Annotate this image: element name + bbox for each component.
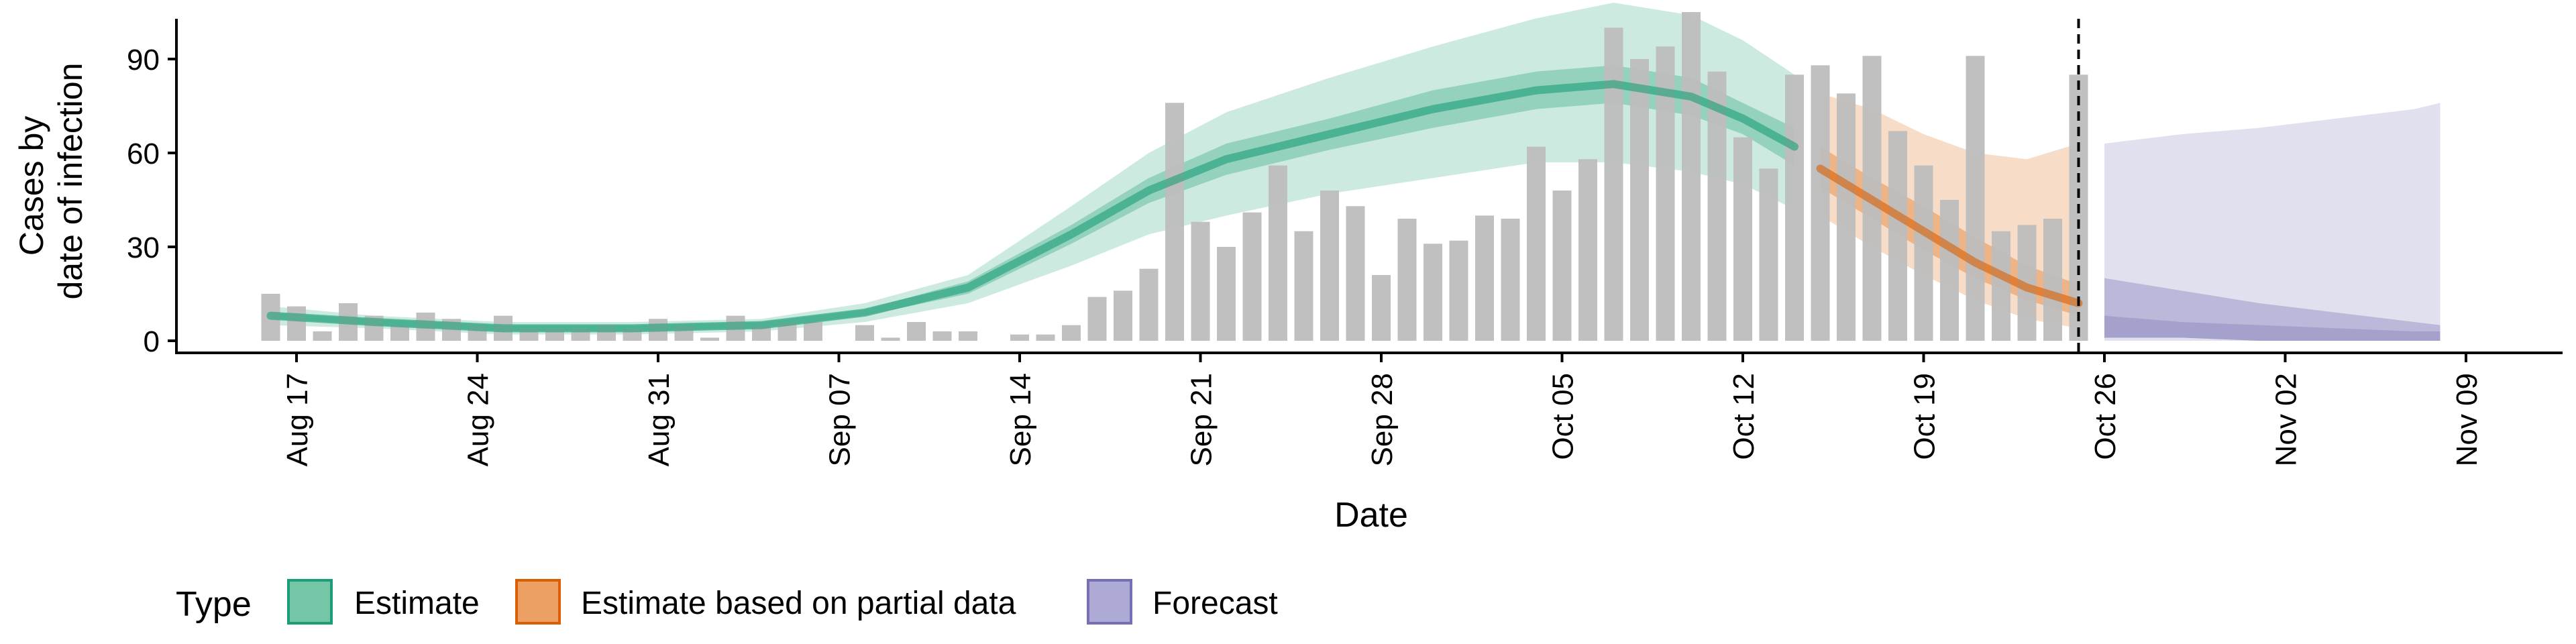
- bar-2020-10-07: [1604, 28, 1623, 341]
- y-tick-label-30: 30: [127, 231, 160, 264]
- bar-2020-10-15: [1811, 65, 1830, 341]
- legend-label-estimate: Estimate: [354, 586, 480, 621]
- x-axis-title: Date: [1334, 496, 1408, 535]
- median-lines: [266, 80, 2083, 333]
- y-axis-title-line-2: date of infection: [52, 62, 89, 299]
- bar-2020-09-11: [932, 331, 952, 341]
- bar-2020-10-04: [1527, 146, 1546, 341]
- bar-2020-09-23: [1242, 212, 1262, 341]
- x-tick-label-aug-31: Aug 31: [643, 373, 676, 466]
- legend-swatch-estimate: [287, 579, 333, 625]
- bar-2020-09-06: [804, 321, 822, 341]
- x-tick-label-nov-02: Nov 02: [2270, 373, 2303, 466]
- y-axis-ticks: 0 30 60 90: [127, 44, 176, 358]
- bar-2020-09-30: [1424, 244, 1442, 341]
- bar-2020-09-27: [1346, 206, 1365, 341]
- y-tick-label-60: 60: [127, 138, 160, 170]
- x-tick-label-sep-14: Sep 14: [1004, 373, 1037, 466]
- bar-2020-10-20: [1940, 199, 1959, 341]
- y-tick-label-90: 90: [127, 44, 160, 76]
- bar-2020-09-21: [1191, 221, 1210, 341]
- bar-2020-10-18: [1888, 131, 1907, 341]
- legend: Type Estimate Estimate based on partial …: [176, 579, 1278, 625]
- bar-2020-10-24: [2043, 218, 2062, 341]
- x-tick-label-oct-12: Oct 12: [1727, 373, 1760, 460]
- y-axis-title: Cases by date of infection: [13, 62, 89, 299]
- x-tick-label-oct-26: Oct 26: [2089, 373, 2122, 460]
- bar-2020-09-16: [1062, 325, 1081, 341]
- bar-2020-09-17: [1087, 297, 1107, 341]
- estimate-band-90: [270, 2, 1794, 335]
- bar-2020-09-25: [1294, 231, 1313, 341]
- y-tick-label-0: 0: [144, 325, 160, 358]
- x-tick-label-aug-24: Aug 24: [462, 373, 495, 466]
- estimate-band-50: [270, 65, 1794, 331]
- bar-2020-10-05: [1552, 190, 1572, 341]
- x-tick-label-nov-09: Nov 09: [2451, 373, 2483, 466]
- estimate-bands: [270, 2, 2440, 341]
- legend-label-forecast: Forecast: [1152, 586, 1278, 621]
- bar-2020-09-24: [1269, 165, 1287, 341]
- bar-2020-10-22: [1992, 231, 2010, 341]
- y-axis-title-line-1: Cases by: [13, 116, 50, 256]
- x-tick-label-oct-05: Oct 05: [1547, 373, 1580, 460]
- bar-2020-09-14: [1010, 334, 1029, 341]
- x-tick-label-sep-07: Sep 07: [824, 373, 857, 466]
- bar-2020-10-10: [1682, 11, 1701, 341]
- x-tick-label-aug-17: Aug 17: [281, 373, 314, 466]
- bar-2020-08-21: [390, 325, 409, 341]
- bar-2020-09-08: [855, 325, 874, 341]
- bar-2020-09-02: [700, 337, 719, 341]
- bar-2020-10-02: [1475, 215, 1494, 341]
- bar-2020-09-12: [959, 331, 977, 341]
- bar-2020-10-14: [1785, 74, 1804, 341]
- case-bars: [261, 11, 2088, 341]
- bar-2020-10-08: [1630, 58, 1649, 341]
- x-tick-label-oct-19: Oct 19: [1909, 373, 1941, 460]
- bar-2020-09-26: [1320, 190, 1339, 341]
- x-tick-label-sep-28: Sep 28: [1366, 373, 1399, 466]
- bar-2020-10-19: [1914, 165, 1933, 341]
- bar-2020-09-19: [1139, 268, 1159, 341]
- forecast-band-50: [2104, 315, 2440, 341]
- bar-2020-09-15: [1036, 334, 1055, 341]
- legend-label-partial: Estimate based on partial data: [581, 586, 1016, 621]
- bar-2020-10-13: [1759, 168, 1778, 341]
- forecast-band-20: [2104, 278, 2440, 341]
- bar-2020-10-12: [1733, 137, 1752, 341]
- estimate-based-on-partial-data-median-line: [1816, 164, 2083, 307]
- forecast-band-90: [2104, 103, 2440, 341]
- bar-2020-09-10: [907, 321, 926, 341]
- x-tick-label-sep-21: Sep 21: [1185, 373, 1218, 466]
- bar-2020-09-28: [1372, 274, 1391, 341]
- legend-title: Type: [176, 585, 252, 624]
- bar-2020-08-17: [287, 306, 306, 341]
- bar-2020-09-29: [1397, 218, 1417, 341]
- bar-2020-10-21: [1966, 56, 1985, 341]
- bar-2020-09-20: [1165, 103, 1184, 341]
- legend-swatch-forecast: [1087, 579, 1132, 625]
- bar-2020-10-01: [1449, 240, 1468, 341]
- x-axis-ticks: Aug 17 Aug 24 Aug 31 Sep 07 Sep 14 Sep 21 Sep …: [281, 353, 2483, 466]
- bar-2020-09-09: [881, 337, 900, 341]
- legend-swatch-partial: [515, 579, 561, 625]
- bar-2020-10-06: [1578, 159, 1597, 341]
- bar-2020-10-16: [1837, 93, 1856, 341]
- bar-2020-10-11: [1707, 71, 1727, 341]
- bar-2020-10-03: [1501, 218, 1520, 341]
- bar-2020-09-22: [1217, 246, 1236, 341]
- bar-2020-08-18: [313, 331, 332, 341]
- estimate-median-line: [266, 80, 1799, 333]
- bar-2020-09-18: [1114, 290, 1132, 341]
